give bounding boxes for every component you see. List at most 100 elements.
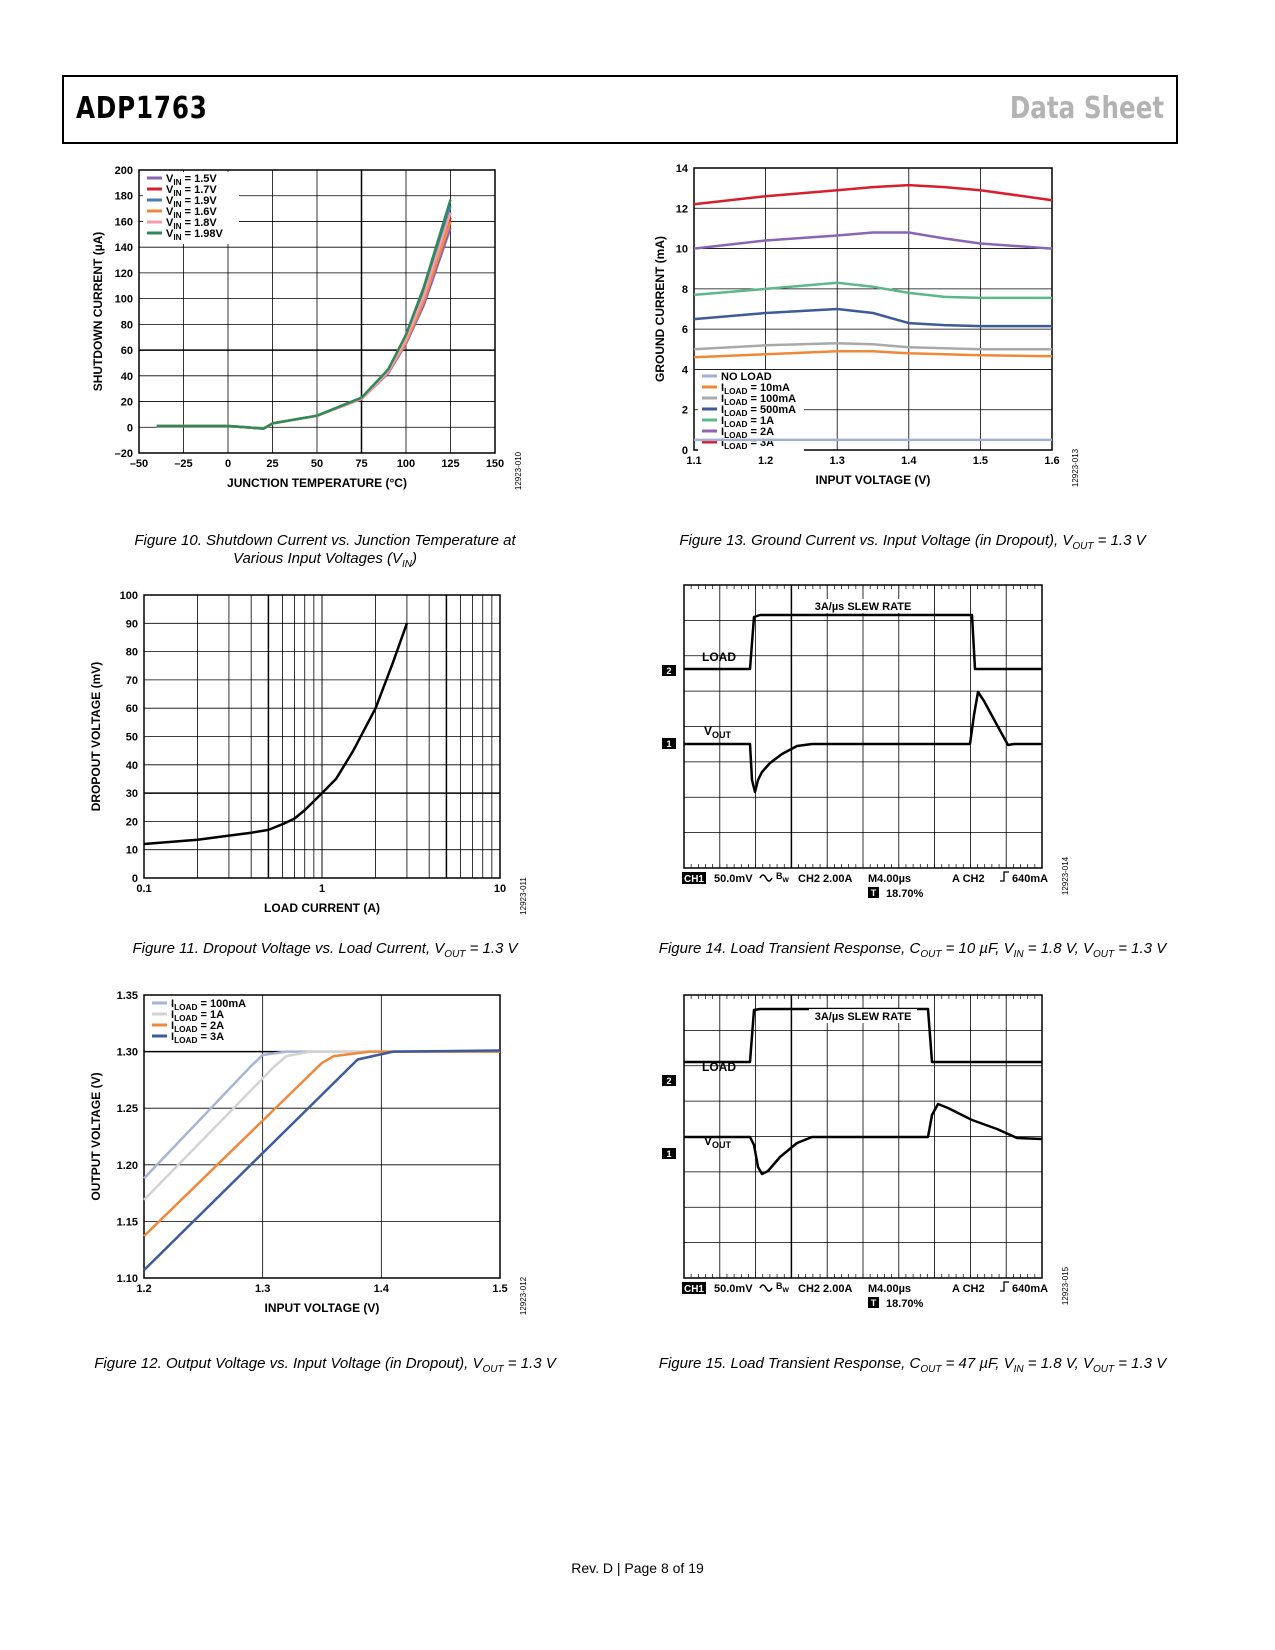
x-tick-label: 0.1 — [136, 883, 151, 895]
ch1-scale: 50.0mV — [714, 873, 753, 885]
series-line — [143, 1050, 500, 1201]
x-tick-label: 1.4 — [901, 455, 917, 467]
figure-code: 12923-013 — [1071, 448, 1080, 487]
series-line — [143, 1049, 501, 1271]
legend-label: VIN = 1.9V — [166, 195, 217, 209]
series-line — [693, 341, 1052, 351]
figure-15: 3A/µs SLEW RATE LOAD VOUT 2 1 CH1 50.0mV BW CH2 … — [662, 985, 1142, 1340]
vout-trace — [684, 690, 1042, 794]
figure-14-caption: Figure 14. Load Transient Response, COUT… — [658, 940, 1167, 960]
y-tick-label: 70 — [126, 675, 138, 687]
legend-label: NO LOAD — [721, 371, 772, 383]
ac-coupling-icon — [759, 874, 773, 882]
x-tick-label: 1.3 — [255, 1283, 270, 1295]
ch1-badge-label: CH1 — [684, 874, 704, 885]
series-line — [693, 350, 1053, 359]
rising-edge-icon — [1000, 1281, 1009, 1292]
part-number: ADP1763 — [76, 91, 208, 126]
plot-frame — [143, 994, 501, 1279]
legend-label: ILOAD = 2A — [721, 426, 774, 440]
ac-coupling-icon — [759, 1284, 773, 1292]
ch1-marker — [662, 1148, 676, 1159]
series-line — [693, 231, 1053, 250]
y-tick-label: 180 — [115, 191, 133, 203]
x-tick-label: 150 — [486, 458, 504, 470]
y-tick-label: 2 — [682, 405, 688, 417]
fig14-scope: 3A/µs SLEW RATE LOAD VOUT 2 1 CH1 50.0mV BW CH2 … — [662, 584, 1070, 900]
figure-code: 12923-015 — [1061, 1266, 1070, 1305]
ch1-badge-label: CH1 — [684, 1284, 704, 1295]
x-tick-label: 0 — [225, 458, 231, 470]
y-tick-label: 6 — [682, 324, 688, 336]
ch2-marker-label: 2 — [666, 1076, 671, 1086]
series-line — [156, 227, 452, 430]
figure-code: 12923-012 — [519, 1276, 528, 1315]
y-tick-label: 10 — [676, 244, 688, 256]
bandwidth-label: BW — [776, 1281, 790, 1294]
series-line — [156, 221, 452, 430]
y-axis-title: SHUTDOWN CURRENT (µA) — [91, 232, 105, 392]
figure-13: 0 2 4 6 8 10 12 14 1.1 1.2 1.3 1.4 1.5 1.6 NO LOAD ILOA… — [653, 160, 1142, 515]
ch2-marker — [662, 665, 676, 676]
fig10-chart: –20 0 20 40 60 80 100 120 140 160 180 200 –50 –25 0 25 5… — [91, 165, 523, 490]
legend-label: VIN = 1.98V — [166, 228, 224, 242]
series-line — [693, 281, 1052, 300]
page-header: ADP1763 Data Sheet — [62, 75, 1178, 144]
legend-label: VIN = 1.7V — [166, 184, 217, 198]
y-tick-label: 200 — [115, 165, 133, 177]
trigger-label: A CH2 — [952, 1283, 985, 1295]
x-tick-label: –50 — [130, 458, 148, 470]
x-tick-label: 125 — [441, 458, 459, 470]
figure-12: 1.10 1.15 1.20 1.25 1.30 1.35 1.2 1.3 1.4 1.5 ILOA… — [89, 985, 560, 1340]
legend-box — [148, 997, 248, 1047]
ch2-marker — [662, 1075, 676, 1086]
legend-label: VIN = 1.8V — [166, 217, 217, 231]
y-tick-label: 0 — [682, 445, 688, 457]
trigger-position: 18.70% — [886, 888, 924, 900]
legend-label: ILOAD = 500mA — [721, 404, 796, 418]
x-tick-label: 1.4 — [374, 1283, 390, 1295]
trigger-position: 18.70% — [886, 1298, 924, 1310]
slew-rate-label: 3A/µs SLEW RATE — [815, 1011, 912, 1023]
series-line — [143, 1050, 500, 1180]
y-tick-label: 20 — [126, 816, 138, 828]
x-tick-label: 100 — [397, 458, 415, 470]
slew-label-bg — [809, 1009, 917, 1023]
vout-label: VOUT — [704, 724, 732, 740]
y-tick-label: 140 — [115, 242, 133, 254]
y-tick-label: 30 — [126, 788, 138, 800]
rising-edge-icon — [1000, 871, 1009, 882]
x-tick-label: 1.5 — [492, 1283, 507, 1295]
y-tick-label: 1.25 — [117, 1103, 138, 1115]
y-tick-label: 60 — [126, 703, 138, 715]
y-tick-label: 0 — [132, 873, 138, 885]
plot-frame — [143, 594, 501, 879]
fig11-chart: 0 10 20 30 40 50 60 70 80 90 100 0.1 1 10 LOAD CURRENT… — [89, 590, 528, 915]
legend-label: VIN = 1.5V — [166, 173, 217, 187]
ch1-marker — [662, 738, 676, 749]
series-line — [156, 217, 452, 430]
page-footer: Rev. D | Page 8 of 19 — [571, 1560, 704, 1576]
bandwidth-label: BW — [776, 871, 790, 884]
y-axis-title: DROPOUT VOLTAGE (mV) — [89, 662, 103, 812]
series-line — [693, 183, 1053, 206]
vout-label: VOUT — [704, 1134, 732, 1150]
x-tick-label: 50 — [311, 458, 323, 470]
ch1-badge — [682, 872, 706, 884]
ch1-marker-label: 1 — [666, 1149, 671, 1159]
y-tick-label: –20 — [115, 448, 133, 460]
legend-label: ILOAD = 1A — [171, 1009, 224, 1023]
ch1-badge — [682, 1282, 706, 1294]
y-tick-label: 10 — [126, 845, 138, 857]
x-tick-label: 1.2 — [758, 455, 773, 467]
x-tick-label: 1.1 — [686, 455, 701, 467]
x-tick-label: 1.3 — [830, 455, 845, 467]
x-tick-label: 1.2 — [136, 1283, 151, 1295]
x-axis-title: LOAD CURRENT (A) — [264, 901, 380, 915]
y-tick-label: 0 — [127, 422, 133, 434]
y-tick-label: 40 — [126, 760, 138, 772]
y-tick-label: 100 — [115, 294, 133, 306]
slew-rate-label: 3A/µs SLEW RATE — [815, 601, 912, 613]
load-trace — [684, 1007, 1042, 1064]
y-tick-label: 80 — [121, 319, 133, 331]
